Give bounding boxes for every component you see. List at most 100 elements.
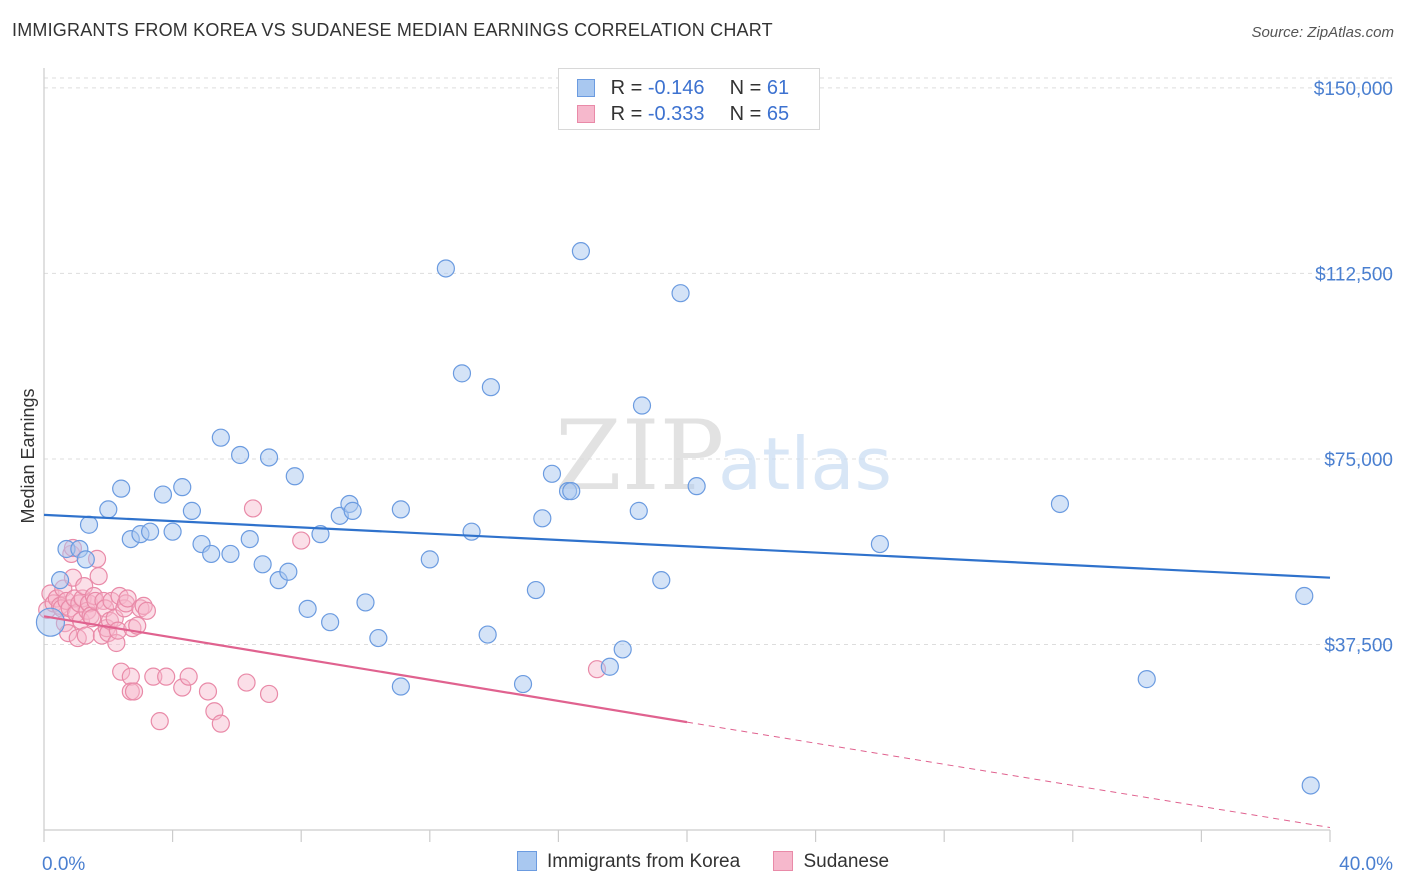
sudanese-point	[134, 596, 153, 615]
korea-point	[420, 550, 439, 569]
korea-point	[356, 593, 375, 612]
korea-point	[99, 500, 118, 519]
stats-legend-row-sudanese: R = -0.333 N = 65	[577, 103, 789, 129]
sudanese-point	[150, 712, 169, 731]
korea-point	[1301, 776, 1320, 795]
stats-legend: R = -0.146 N = 61 R = -0.333 N = 65	[558, 68, 820, 130]
korea-point	[652, 571, 671, 590]
korea-point	[240, 529, 259, 549]
axes	[43, 68, 1331, 842]
sudanese-swatch	[577, 105, 595, 123]
sudanese-trend-extension	[686, 721, 1331, 829]
watermark-zip: ZIP	[555, 400, 724, 512]
series-legend: Immigrants from Korea Sudanese	[0, 851, 1406, 873]
chart-title: IMMIGRANTS FROM KOREA VS SUDANESE MEDIAN…	[12, 20, 773, 40]
korea-point	[462, 522, 481, 541]
sudanese-point	[89, 567, 108, 586]
trend-lines	[43, 513, 1331, 829]
sudanese-point	[179, 667, 198, 686]
korea-point	[140, 522, 160, 541]
korea-point	[671, 284, 690, 303]
korea-swatch	[577, 79, 595, 97]
korea-point	[870, 534, 890, 554]
sudanese-point	[144, 667, 163, 686]
y-tick-label: $150,000	[1314, 79, 1393, 100]
korea-point	[1137, 670, 1156, 689]
stats-legend-row-korea: R = -0.146 N = 61	[577, 77, 789, 103]
korea-point	[173, 478, 192, 497]
sudanese-point	[243, 499, 263, 518]
sudanese-point	[76, 626, 95, 645]
korea-point	[153, 485, 173, 504]
r-value: -0.146	[647, 77, 705, 99]
korea-point	[163, 522, 182, 541]
korea-legend-swatch	[516, 851, 537, 871]
r-label: R =	[610, 103, 643, 125]
legend-item-korea[interactable]: Immigrants from Korea	[516, 851, 740, 873]
x-tick-label: 40.0%	[1339, 854, 1393, 875]
korea-point	[311, 525, 330, 544]
n-value: 61	[766, 77, 790, 99]
n-value: 65	[766, 103, 790, 125]
y-axis-label: Median Earnings	[18, 388, 38, 523]
n-label: N =	[729, 103, 762, 125]
sudanese-legend-swatch	[773, 851, 794, 871]
y-tick-label: $112,500	[1315, 264, 1393, 285]
korea-point	[533, 509, 552, 528]
korea-point	[50, 571, 70, 590]
korea-point	[542, 464, 562, 483]
r-value: -0.333	[647, 103, 705, 125]
sudanese-point	[112, 662, 131, 681]
sudanese-point	[75, 576, 94, 596]
korea-point	[343, 501, 362, 520]
korea-point	[478, 625, 497, 644]
korea-point	[298, 599, 317, 618]
korea-point	[562, 482, 581, 501]
korea-point	[285, 467, 304, 486]
n-label: N =	[729, 77, 762, 99]
korea-point	[632, 396, 652, 415]
watermark: ZIP atlas	[555, 400, 892, 512]
sudanese-point	[292, 531, 311, 550]
korea-points	[35, 242, 1320, 795]
sudanese-points	[38, 499, 607, 733]
korea-point	[481, 378, 500, 397]
korea-point	[231, 445, 250, 465]
sudanese-point	[121, 667, 140, 686]
legend-label-sudanese: Sudanese	[803, 851, 890, 872]
sudanese-point	[137, 601, 156, 620]
sudanese-point	[157, 667, 176, 686]
sudanese-trend-line	[43, 615, 688, 724]
korea-point	[321, 613, 340, 632]
korea-point	[221, 544, 240, 564]
sudanese-point	[259, 684, 279, 704]
legend-item-sudanese[interactable]: Sudanese	[773, 851, 889, 873]
sudanese-point	[211, 714, 230, 733]
korea-point	[436, 259, 455, 278]
x-tick-labels: 0.0% 40.0%	[42, 854, 1393, 875]
chart-source: Source: ZipAtlas.com	[1251, 24, 1394, 41]
korea-point	[1050, 494, 1070, 514]
korea-point	[687, 477, 706, 496]
grid-lines	[44, 77, 1395, 645]
korea-point	[391, 677, 410, 696]
y-tick-label: $37,500	[1324, 635, 1393, 656]
korea-point	[211, 428, 230, 447]
korea-point	[629, 501, 648, 520]
korea-point	[202, 544, 221, 564]
korea-point	[452, 364, 472, 383]
korea-point	[1295, 586, 1314, 606]
y-tick-label: $75,000	[1324, 450, 1393, 471]
korea-point	[35, 607, 66, 637]
y-tick-labels: $37,500 $75,000 $112,500 $150,000	[1314, 79, 1393, 657]
sudanese-point	[237, 673, 256, 692]
korea-point	[571, 242, 591, 261]
sudanese-point	[118, 589, 137, 608]
korea-point	[253, 555, 272, 574]
korea-point	[600, 657, 619, 676]
x-tick-label: 0.0%	[42, 854, 85, 875]
r-label: R =	[610, 77, 643, 99]
korea-point	[526, 580, 545, 600]
korea-point	[279, 562, 298, 581]
